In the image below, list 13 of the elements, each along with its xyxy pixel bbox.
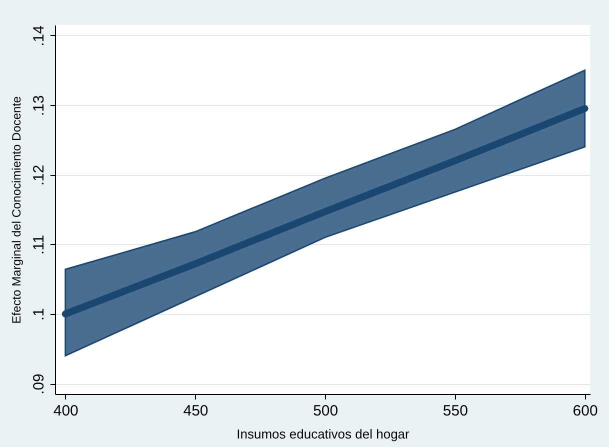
y-tick-label: .09 bbox=[30, 374, 48, 394]
x-tick-label: 600 bbox=[572, 402, 598, 420]
y-axis-title: Efecto Marginal del Conocimiento Docente bbox=[10, 96, 24, 324]
y-tick-label: .1 bbox=[30, 308, 48, 321]
x-axis-title: Insumos educativos del hogar bbox=[236, 426, 410, 442]
x-tick-label: 500 bbox=[313, 402, 338, 420]
y-tick-label: .11 bbox=[30, 234, 48, 255]
y-tick-label: .14 bbox=[30, 26, 48, 46]
x-tick-label: 400 bbox=[53, 402, 78, 420]
y-tick-label: .13 bbox=[30, 95, 48, 116]
y-tick-label: .12 bbox=[30, 164, 48, 186]
x-tick-label: 450 bbox=[183, 402, 208, 420]
x-tick-label: 550 bbox=[442, 402, 468, 420]
